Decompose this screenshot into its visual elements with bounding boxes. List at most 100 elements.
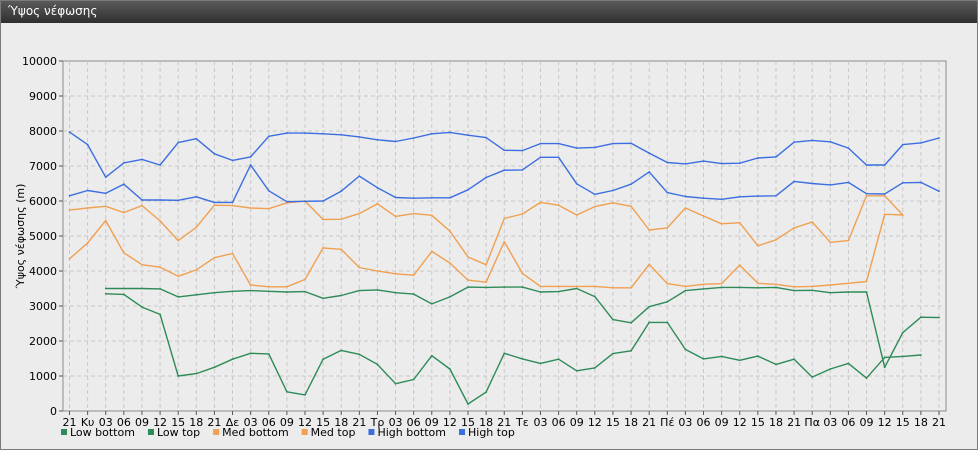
legend-swatch [368, 429, 375, 435]
data-point [775, 286, 777, 289]
data-point [449, 296, 451, 298]
data-point [86, 207, 89, 209]
data-point [122, 293, 125, 296]
data-point [829, 291, 832, 294]
x-tick-label: 12 [443, 416, 457, 429]
data-point [521, 168, 524, 171]
x-tick-label: 21 [497, 416, 511, 429]
data-point [630, 205, 632, 208]
data-point [285, 132, 288, 134]
data-point [322, 132, 325, 135]
window-title: Ύψος νέφωσης [8, 4, 98, 18]
x-tick-label: 21 [352, 416, 366, 429]
data-point [159, 313, 161, 316]
data-point [521, 286, 524, 288]
data-point [793, 227, 795, 229]
data-point [720, 355, 723, 358]
data-point [322, 200, 325, 202]
x-tick-label: 03 [99, 416, 113, 429]
x-tick-label: 21 [787, 416, 801, 429]
data-point [793, 180, 795, 183]
data-point [557, 204, 560, 207]
data-point [901, 214, 904, 216]
data-point [666, 300, 669, 303]
data-point [775, 238, 777, 241]
data-point [775, 283, 777, 286]
x-tick-label: 03 [823, 416, 837, 429]
data-point [938, 137, 940, 139]
x-tick-label: 12 [733, 416, 747, 429]
y-tick-label: 3000 [29, 300, 57, 313]
data-point [267, 207, 270, 210]
data-point [141, 204, 143, 207]
data-point [575, 147, 578, 150]
data-point [231, 290, 234, 293]
data-point [738, 221, 741, 224]
data-point [847, 181, 850, 184]
data-point [358, 353, 361, 356]
data-point [648, 171, 651, 173]
data-point [521, 357, 524, 360]
data-point [159, 220, 161, 222]
data-point [231, 358, 234, 361]
data-point [358, 212, 361, 215]
data-point [249, 207, 252, 209]
data-point [104, 205, 107, 208]
data-point [430, 354, 433, 357]
data-point [285, 285, 288, 288]
data-point [684, 289, 687, 292]
data-point [159, 287, 161, 290]
data-point [829, 184, 832, 186]
y-tick-label: 8000 [29, 125, 57, 138]
data-point [412, 274, 415, 277]
data-point [177, 199, 180, 202]
x-tick-label: 15 [461, 416, 475, 429]
x-tick-label: 18 [479, 416, 493, 429]
data-point [720, 286, 723, 289]
data-point [720, 162, 723, 165]
x-tick-label: 09 [570, 416, 584, 429]
x-tick-label: 09 [135, 416, 149, 429]
data-point [376, 363, 379, 366]
data-point [231, 159, 234, 162]
x-tick-label: Δε [226, 416, 240, 429]
data-point [738, 264, 741, 266]
data-point [213, 366, 216, 369]
data-point [159, 266, 161, 269]
cloud-height-chart: 0 1000 2000 3000 4000 5000 6000 7000 8000 9000 100… [14, 55, 947, 439]
data-point [376, 138, 379, 141]
data-point [485, 176, 488, 179]
data-point [811, 182, 814, 185]
data-point [593, 367, 596, 369]
data-point [811, 221, 814, 223]
data-point [141, 263, 143, 266]
x-tick-label: 15 [751, 416, 765, 429]
x-tick-label: Τε [515, 416, 529, 429]
data-point [394, 215, 397, 218]
data-point [919, 354, 922, 356]
x-tick-label: 09 [280, 416, 294, 429]
data-point [630, 183, 632, 186]
data-point [521, 149, 524, 152]
data-point [593, 146, 596, 149]
data-point [901, 355, 904, 358]
data-point [449, 230, 451, 233]
data-point [847, 147, 850, 150]
data-point [648, 263, 651, 266]
data-point [340, 190, 343, 193]
data-point [141, 199, 143, 201]
data-point [738, 195, 741, 198]
data-point [883, 356, 886, 359]
data-point [376, 202, 379, 205]
data-point [267, 189, 270, 192]
data-point [122, 211, 125, 214]
data-point [449, 262, 451, 264]
data-point [267, 285, 270, 288]
data-point [666, 191, 669, 194]
data-point [322, 247, 325, 249]
y-tick-label: 1000 [29, 370, 57, 383]
data-point [177, 375, 180, 377]
data-point [738, 162, 741, 165]
data-point [358, 289, 361, 292]
legend-swatch [147, 429, 154, 435]
